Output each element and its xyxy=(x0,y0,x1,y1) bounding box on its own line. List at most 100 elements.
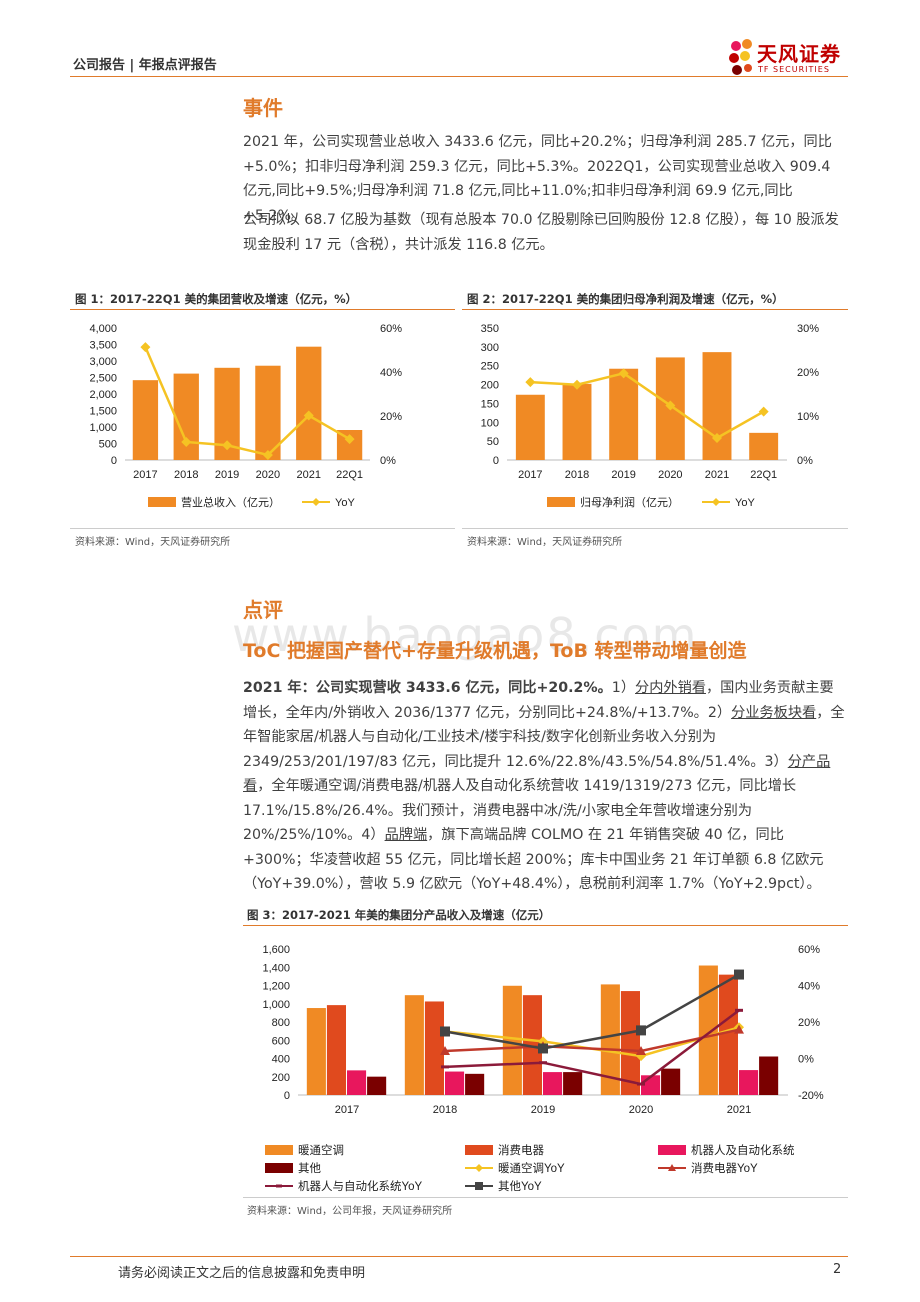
bar-1-2021 xyxy=(296,346,322,460)
y2-tick-label: 0% xyxy=(798,1054,814,1066)
legend-label: 其他YoY xyxy=(498,1180,542,1193)
yoy-point xyxy=(665,400,676,411)
bar-1-2019 xyxy=(609,368,639,460)
logo-petals-icon xyxy=(729,39,752,75)
y-tick-label: 1,600 xyxy=(262,944,290,956)
yoy-point xyxy=(636,1025,646,1036)
x-tick-label: 2021 xyxy=(727,1104,751,1116)
legend-marker xyxy=(312,498,320,506)
yoy-point xyxy=(636,1051,646,1062)
yoy-point xyxy=(140,342,151,353)
yoy-point xyxy=(758,406,769,417)
review-seg-1: 1） xyxy=(611,680,636,696)
fig2-top-line xyxy=(462,309,848,310)
fig1-title: 图 1：2017-22Q1 美的集团营收及增速（亿元，%） xyxy=(75,292,358,306)
bar-1-2017 xyxy=(515,394,545,460)
legend-label: 机器人与自动化系统YoY xyxy=(298,1179,423,1193)
y2-tick-label: 30% xyxy=(797,323,819,335)
review-point-product: 分产品看 xyxy=(243,753,831,795)
y2-tick-label: 0% xyxy=(380,455,396,467)
review-text-3: ，全年暖通空调/消费电器/机器人及自动化系统营收 1419/1319/273 亿… xyxy=(243,778,797,843)
legend-swatch xyxy=(265,1163,293,1173)
legend-marker xyxy=(668,1164,676,1171)
y-tick-label: 0 xyxy=(493,455,499,467)
y-tick-label: 250 xyxy=(481,361,499,373)
legend-label: 其他 xyxy=(298,1162,321,1175)
review-point-brand: 品牌端 xyxy=(384,827,428,843)
fig1-top-line xyxy=(70,309,455,310)
x-tick-label: 2018 xyxy=(433,1104,457,1116)
y-tick-label: 350 xyxy=(481,323,499,335)
bar-1-2018 xyxy=(173,373,199,460)
yoy-line-1 xyxy=(144,346,351,457)
yoy-line-1 xyxy=(530,371,765,440)
bar-2-2019 xyxy=(522,995,542,1095)
x-tick-label: 2019 xyxy=(215,469,239,481)
logo-en: TF SECURITIES xyxy=(758,65,830,74)
yoy-point xyxy=(525,377,536,388)
bar-4-2019 xyxy=(563,1072,583,1095)
review-subheading: ToC 把握国产替代+存量升级机遇，ToB 转型带动增量创造 xyxy=(243,640,747,662)
y-tick-label: 0 xyxy=(111,455,117,467)
bar-1-2017 xyxy=(306,1008,326,1095)
legend-swatch xyxy=(547,497,575,507)
legend-label: 消费电器YoY xyxy=(691,1161,758,1175)
y-tick-label: 4,000 xyxy=(89,323,117,335)
legend-label: YoY xyxy=(335,497,355,509)
y-tick-label: 1,500 xyxy=(89,406,117,418)
fig1-source: 资料来源：Wind，天风证券研究所 xyxy=(75,537,231,548)
yoy-point xyxy=(440,1046,450,1056)
y-tick-label: 100 xyxy=(481,417,499,429)
y-tick-label: 200 xyxy=(481,380,499,392)
y2-tick-label: 20% xyxy=(798,1017,820,1029)
yoy-line-3 xyxy=(444,1009,740,1086)
event-heading: 事件 xyxy=(243,96,283,120)
y-tick-label: 50 xyxy=(487,436,499,448)
fig2-title: 图 2：2017-22Q1 美的集团归母净利润及增速（亿元，%） xyxy=(467,292,784,306)
y-tick-label: 2,500 xyxy=(89,373,117,385)
bar-1-2018 xyxy=(562,383,592,460)
y2-tick-label: 40% xyxy=(798,981,820,993)
yoy-point xyxy=(636,1046,646,1056)
fig2-source: 资料来源：Wind，天风证券研究所 xyxy=(467,537,623,548)
bar-1-2020 xyxy=(600,984,620,1095)
y-tick-label: 3,500 xyxy=(89,340,117,352)
bar-1-2017 xyxy=(132,380,159,460)
watermark: www.baogao8.com xyxy=(232,608,699,662)
legend-swatch xyxy=(658,1145,686,1155)
bar-1-22Q1 xyxy=(749,432,779,460)
fig3-chart: 0 200 400 600 800 1,000 1,200 1,400 1,600 -20% 0% 2… xyxy=(262,944,824,1193)
legend-label: 机器人及自动化系统 xyxy=(691,1143,795,1157)
bar-2-2021 xyxy=(718,974,738,1095)
fig2-bottom-line xyxy=(462,528,848,529)
yoy-line-1 xyxy=(444,1026,740,1058)
legend-marker xyxy=(475,1164,483,1172)
y2-tick-label: -20% xyxy=(798,1090,824,1102)
x-tick-label: 2019 xyxy=(611,469,635,481)
fig3-top-line xyxy=(243,925,848,926)
y-tick-label: 600 xyxy=(272,1035,290,1047)
legend-label: 营业总收入（亿元） xyxy=(181,495,280,509)
yoy-point xyxy=(303,410,314,421)
y2-tick-label: 10% xyxy=(797,411,819,423)
yoy-point xyxy=(538,1043,548,1054)
x-tick-label: 22Q1 xyxy=(336,469,363,481)
yoy-point xyxy=(734,969,744,980)
fig3-title: 图 3：2017-2021 年美的集团分产品收入及增速（亿元） xyxy=(247,908,551,922)
x-tick-label: 2020 xyxy=(256,469,280,481)
review-point-business: 分业务板块看 xyxy=(731,704,817,721)
fig2-chart: 0 50 100 150 200 250 300 350 0% 10% 20% 30% 2017 2018… xyxy=(481,323,820,509)
x-tick-label: 2020 xyxy=(629,1104,653,1116)
y-tick-label: 500 xyxy=(99,439,117,451)
event-paragraph-1: 2021 年，公司实现营业总收入 3433.6 亿元，同比+20.2%；归母净利… xyxy=(243,134,832,224)
y2-tick-label: 20% xyxy=(797,367,819,379)
y-tick-label: 3,000 xyxy=(89,356,117,368)
bar-1-2019 xyxy=(502,985,522,1095)
bar-1-2018 xyxy=(404,995,424,1095)
disclaimer-notice: 请务必阅读正文之后的信息披露和免责申明 xyxy=(118,1266,366,1281)
legend-label: 暖通空调YoY xyxy=(498,1161,565,1175)
bar-3-2017 xyxy=(347,1070,367,1095)
bar-1-2021 xyxy=(702,352,732,460)
header-divider xyxy=(70,76,848,77)
yoy-point xyxy=(734,1024,744,1034)
